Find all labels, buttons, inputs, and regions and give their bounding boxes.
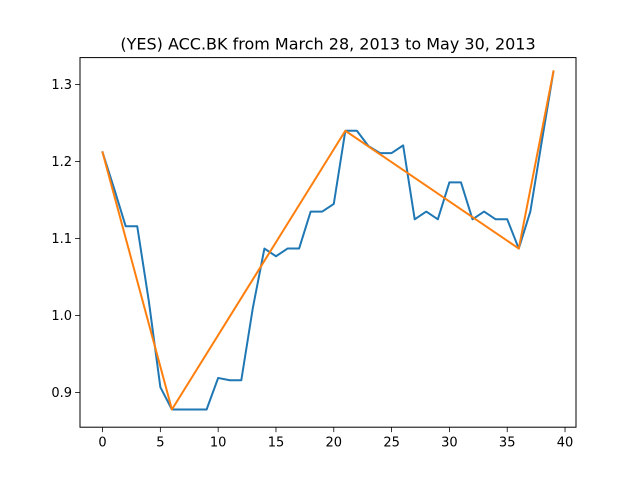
- y-tick-label: 1.0: [51, 309, 72, 324]
- x-tick-label: 0: [98, 436, 106, 451]
- x-tick-label: 35: [499, 436, 516, 451]
- x-tick-label: 25: [383, 436, 400, 451]
- x-tick-label: 20: [326, 436, 343, 451]
- y-axis: 0.9 1.0 1.1 1.2 1.3: [51, 78, 80, 401]
- series-line-1: [101, 70, 555, 411]
- x-tick-label: 10: [210, 436, 227, 451]
- y-tick-label: 1.1: [51, 232, 72, 247]
- plot-area: [101, 70, 555, 411]
- series-line-2: [101, 70, 555, 411]
- y-tick-label: 1.2: [51, 155, 72, 170]
- chart-title: (YES) ACC.BK from March 28, 2013 to May …: [120, 35, 535, 54]
- x-tick-label: 5: [156, 436, 164, 451]
- x-tick-label: 40: [557, 436, 574, 451]
- y-tick-label: 1.3: [51, 78, 72, 93]
- y-tick-label: 0.9: [51, 386, 72, 401]
- x-tick-label: 30: [441, 436, 458, 451]
- x-tick-label: 15: [268, 436, 285, 451]
- plot-frame: [79, 57, 577, 428]
- x-axis: 0 5 10 15 20 25 30 35 40: [98, 427, 573, 451]
